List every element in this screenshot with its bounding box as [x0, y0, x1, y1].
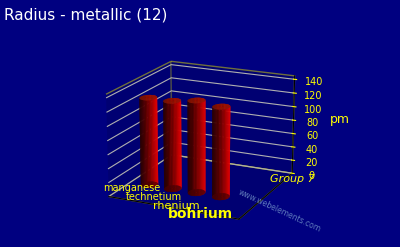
Text: www.webelements.com: www.webelements.com [237, 188, 323, 234]
Text: Radius - metallic (12): Radius - metallic (12) [4, 7, 167, 22]
